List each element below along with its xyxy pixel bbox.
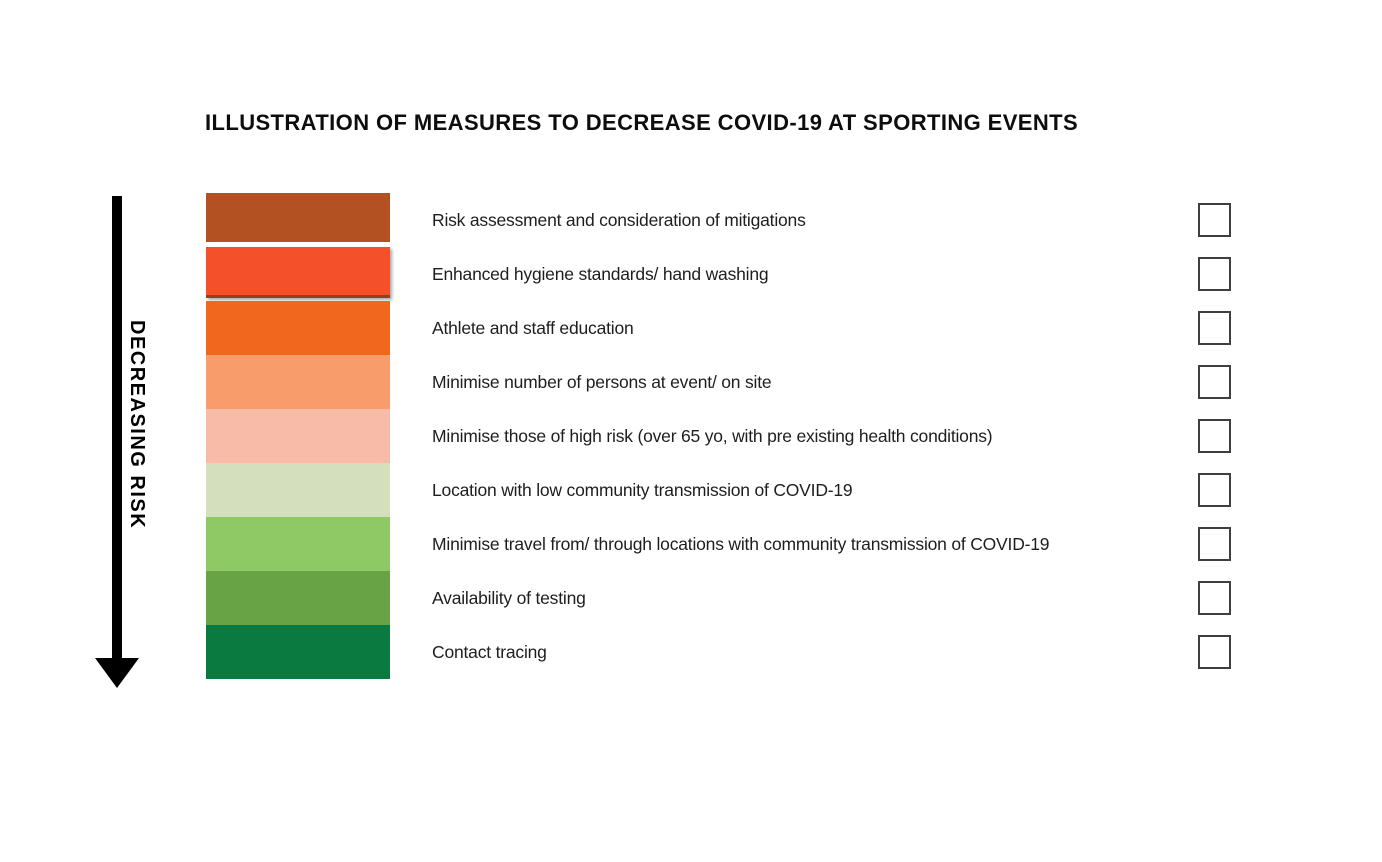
risk-color-cell [206, 409, 390, 463]
measure-checkbox[interactable] [1198, 581, 1231, 615]
measures-list: Risk assessment and consideration of mit… [206, 193, 1231, 679]
measure-label: Athlete and staff education [432, 317, 634, 338]
risk-color-cell [206, 193, 390, 247]
measure-row: Contact tracing [206, 625, 1231, 679]
risk-color-swatch [206, 301, 390, 355]
measure-row: Location with low community transmission… [206, 463, 1231, 517]
measure-row: Athlete and staff education [206, 301, 1231, 355]
risk-color-swatch [206, 409, 390, 463]
decreasing-risk-arrow-line [112, 196, 122, 660]
measure-row: Minimise number of persons at event/ on … [206, 355, 1231, 409]
measure-checkbox[interactable] [1198, 527, 1231, 561]
risk-color-cell [206, 517, 390, 571]
risk-color-swatch [206, 463, 390, 517]
risk-color-cell [206, 625, 390, 679]
decreasing-risk-label: DECREASING RISK [126, 320, 148, 530]
measure-checkbox[interactable] [1198, 635, 1231, 669]
measure-label: Minimise number of persons at event/ on … [432, 371, 772, 392]
measure-label: Location with low community transmission… [432, 479, 853, 500]
measure-checkbox[interactable] [1198, 365, 1231, 399]
risk-color-swatch [206, 571, 390, 625]
measure-row: Availability of testing [206, 571, 1231, 625]
measure-label: Availability of testing [432, 587, 586, 608]
risk-color-swatch [206, 193, 390, 242]
measure-row: Minimise those of high risk (over 65 yo,… [206, 409, 1231, 463]
risk-color-cell [206, 301, 390, 355]
arrow-down-icon [95, 658, 139, 688]
risk-color-swatch [206, 517, 390, 571]
risk-color-swatch [206, 625, 390, 679]
measure-row: Enhanced hygiene standards/ hand washing [206, 247, 1231, 301]
measure-checkbox[interactable] [1198, 473, 1231, 507]
page-title: ILLUSTRATION OF MEASURES TO DECREASE COV… [205, 110, 1079, 135]
measure-label: Risk assessment and consideration of mit… [432, 209, 806, 230]
measure-label: Contact tracing [432, 641, 547, 662]
risk-color-cell [206, 355, 390, 409]
risk-color-cell [206, 247, 390, 301]
measure-checkbox[interactable] [1198, 311, 1231, 345]
measure-label: Minimise travel from/ through locations … [432, 533, 1050, 554]
measure-label: Enhanced hygiene standards/ hand washing [432, 263, 769, 284]
measure-label: Minimise those of high risk (over 65 yo,… [432, 425, 993, 446]
measure-row: Risk assessment and consideration of mit… [206, 193, 1231, 247]
risk-color-swatch [206, 247, 390, 298]
measure-row: Minimise travel from/ through locations … [206, 517, 1231, 571]
risk-color-swatch [206, 355, 390, 409]
risk-color-cell [206, 571, 390, 625]
measure-checkbox[interactable] [1198, 257, 1231, 291]
measure-checkbox[interactable] [1198, 203, 1231, 237]
risk-color-cell [206, 463, 390, 517]
measure-checkbox[interactable] [1198, 419, 1231, 453]
